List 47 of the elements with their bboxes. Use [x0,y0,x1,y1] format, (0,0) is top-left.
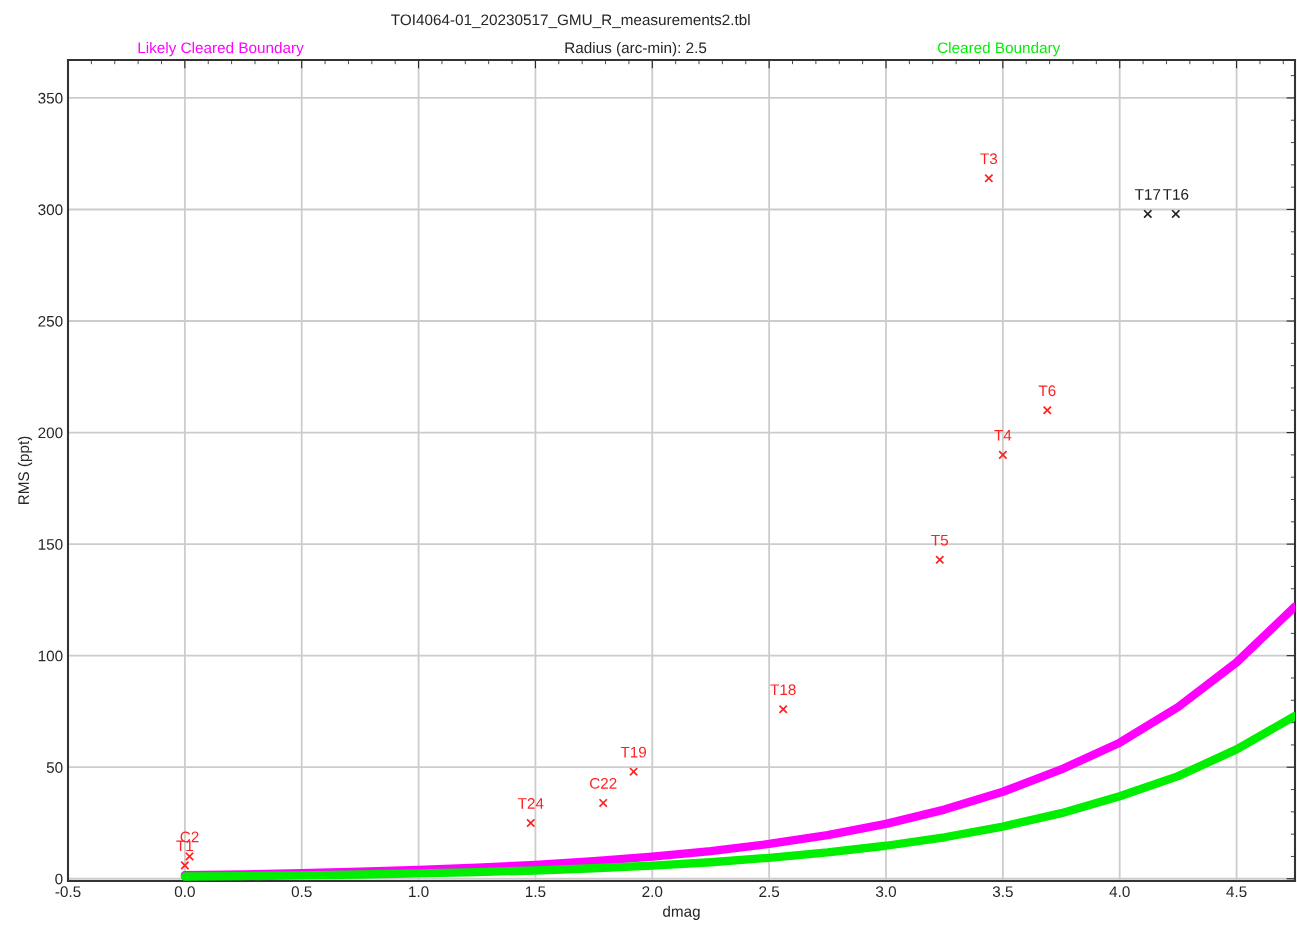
data-label: T24 [517,798,544,809]
x-tick-label: -0.5 [55,886,81,898]
point [998,450,1008,460]
point [180,860,190,870]
chart-subtitle: Radius (arc-min): 2.5 [565,41,707,57]
data-label: T6 [1038,385,1056,397]
y-tick-label: 150 [38,538,63,550]
data-label: T5 [931,534,949,546]
x-tick-label: 1.0 [409,886,429,898]
x-tick-label: 2.0 [642,886,663,898]
data-label: T19 [620,746,647,758]
y-tick-label: 300 [38,204,63,216]
x-tick-label: 3.0 [875,886,897,898]
data-label: T17 [1134,189,1161,200]
text: Likely Cleared Boundary [138,41,304,57]
x-tick-label: 1.5 [525,886,546,898]
point [629,767,639,777]
data-label: T4 [994,430,1012,441]
point [935,555,945,565]
x-tick-label: 2.5 [759,886,780,898]
point [185,851,195,861]
y-tick-label: 100 [38,650,63,662]
x-tick-label: 4.0 [1109,886,1130,898]
y-tick-label: 350 [38,92,63,104]
y-axis-title: RMS (ppt) [17,436,33,505]
y-tick-label: 250 [38,315,63,327]
x-tick-label: 4.5 [1226,886,1247,898]
point [1171,209,1181,219]
data-label: T18 [770,684,796,696]
x-tick-label: 3.5 [992,886,1013,898]
y-tick-label: 0 [55,873,63,885]
point [778,704,788,714]
x-tick-label: 0.5 [291,886,312,898]
point [984,173,994,183]
y-tick-label: 50 [46,762,63,773]
chart-title: TOI4064-01_20230517_GMU_R_measurements2.tbl [391,14,750,29]
data-label: T3 [980,153,998,165]
text: Cleared Boundary [937,41,1061,57]
point [598,798,608,808]
data-label: T16 [1162,188,1189,200]
x-axis-title: dmag [663,905,700,920]
point [1143,209,1153,219]
x-tick-label: 0.0 [174,886,195,898]
point [1042,405,1052,415]
y-tick-label: 200 [38,427,63,439]
point [526,818,536,828]
data-label: C22 [589,777,617,789]
